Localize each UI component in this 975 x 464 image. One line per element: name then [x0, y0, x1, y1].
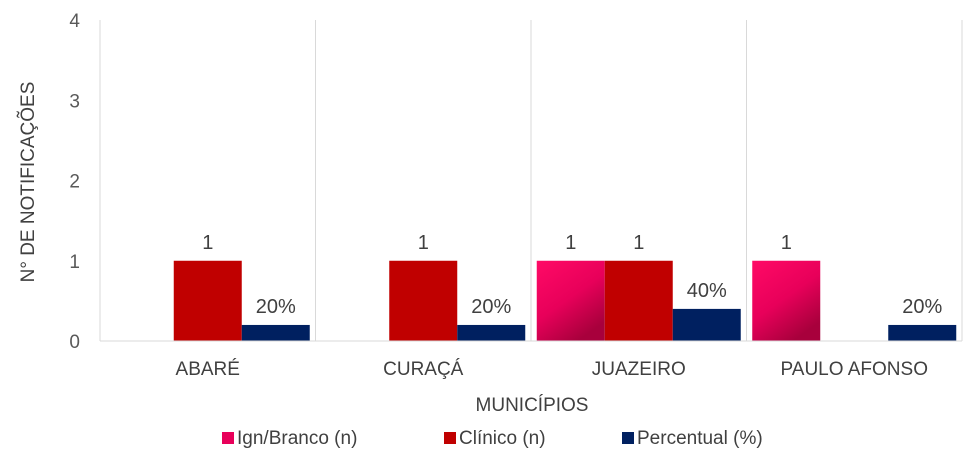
bar [241, 324, 310, 341]
x-axis-categories: ABARÉ CURAÇÁ JUAZEIRO PAULO AFONSO [176, 359, 928, 380]
x-tick-label: PAULO AFONSO [781, 359, 928, 380]
y-axis-title: N° DE NOTIFICAÇÕES [17, 82, 39, 283]
data-label: 20% [902, 296, 942, 318]
bar [752, 260, 821, 341]
bar [536, 260, 605, 341]
bar [888, 324, 957, 341]
data-label: 1 [633, 232, 644, 254]
bar [457, 324, 526, 341]
legend-label: Ign/Branco (n) [237, 428, 357, 449]
legend-label: Percentual (%) [637, 428, 763, 449]
legend-swatch [222, 432, 234, 444]
x-tick-label: CURAÇÁ [383, 359, 464, 380]
y-tick-label: 3 [69, 91, 80, 112]
bar [389, 260, 458, 341]
data-label: 20% [471, 296, 511, 318]
bar [604, 260, 673, 341]
bar [173, 260, 242, 341]
legend-swatch [444, 432, 456, 444]
y-tick-label: 2 [69, 172, 80, 193]
bars [173, 260, 957, 341]
data-label: 1 [565, 232, 576, 254]
data-label: 1 [418, 232, 429, 254]
data-label: 1 [781, 232, 792, 254]
y-tick-label: 0 [69, 332, 80, 353]
category-grid [99, 20, 963, 341]
data-label: 20% [256, 296, 296, 318]
x-tick-label: ABARÉ [176, 359, 240, 380]
y-tick-label: 4 [69, 11, 80, 32]
data-label: 40% [687, 280, 727, 302]
x-tick-label: JUAZEIRO [592, 359, 686, 380]
data-label: 1 [202, 232, 213, 254]
legend-swatch [622, 432, 634, 444]
bar [672, 308, 741, 341]
legend-label: Clínico (n) [459, 428, 546, 449]
y-axis-ticks: 0 1 2 3 4 [69, 11, 80, 353]
y-tick-label: 1 [69, 252, 80, 273]
legend: Ign/Branco (n) Clínico (n) Percentual (%) [222, 428, 763, 449]
x-axis-title: MUNICÍPIOS [476, 395, 589, 416]
data-labels: 1 1 1 1 1 20% 20% 40% 20% [202, 232, 942, 318]
